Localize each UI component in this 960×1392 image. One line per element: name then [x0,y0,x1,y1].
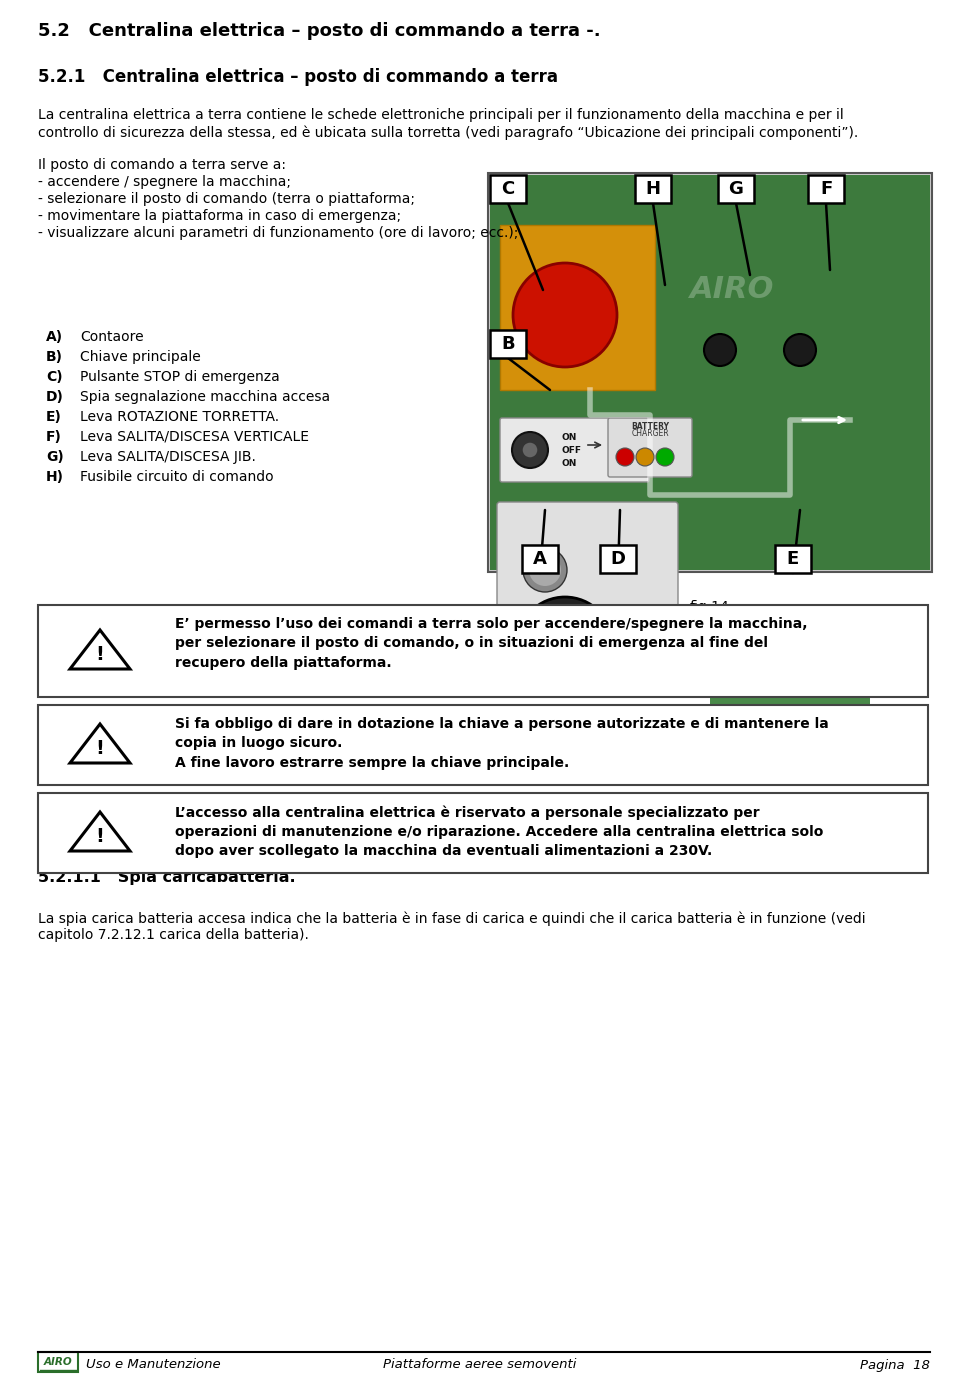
Bar [522,546,558,574]
Text: Pagina  18: Pagina 18 [860,1359,930,1371]
Text: ▲: ▲ [541,561,548,571]
Text: G): G) [46,450,63,464]
Text: A: A [533,550,547,568]
Text: La spia carica batteria accesa indica che la batteria è in fase di carica e quin: La spia carica batteria accesa indica ch… [38,912,866,927]
Text: Si fa obbligo di dare in dotazione la chiave a persone autorizzate e di mantener: Si fa obbligo di dare in dotazione la ch… [175,717,828,770]
Text: C: C [501,180,515,198]
Bar [500,226,655,390]
Circle shape [517,597,613,693]
Bar [600,546,636,574]
Text: - movimentare la piattaforma in caso di emergenza;: - movimentare la piattaforma in caso di … [38,209,401,223]
Text: - selezionare il posto di comando (terra o piattaforma;: - selezionare il posto di comando (terra… [38,192,415,206]
Text: ON: ON [562,459,577,468]
Text: B: B [501,335,515,354]
Circle shape [527,607,603,683]
Polygon shape [70,631,130,670]
Bar [490,175,526,203]
Text: Leva SALITA/DISCESA VERTICALE: Leva SALITA/DISCESA VERTICALE [80,430,309,444]
Bar [808,175,844,203]
Circle shape [513,263,617,367]
Text: Leva ROTAZIONE TORRETTA.: Leva ROTAZIONE TORRETTA. [80,411,279,425]
Text: Chiave principale: Chiave principale [80,349,201,363]
Text: !: ! [96,827,105,845]
Bar [38,1352,78,1373]
Text: Piattaforme aeree semoventi: Piattaforme aeree semoventi [383,1359,577,1371]
Circle shape [616,448,634,466]
Text: 5.2.1   Centralina elettrica – posto di commando a terra: 5.2.1 Centralina elettrica – posto di co… [38,68,558,86]
Circle shape [647,638,663,653]
Text: AIRO: AIRO [43,1357,72,1367]
Text: ON: ON [646,619,664,631]
Bar [38,704,928,785]
Text: Contaore: Contaore [80,330,144,344]
Polygon shape [70,724,130,763]
Circle shape [636,448,654,466]
Circle shape [523,548,567,592]
Bar [38,606,928,697]
Bar [718,175,754,203]
Text: Uso e Manutenzione: Uso e Manutenzione [86,1359,221,1371]
Text: Leva SALITA/DISCESA JIB.: Leva SALITA/DISCESA JIB. [80,450,256,464]
Bar [490,330,526,358]
Bar [490,175,930,569]
Text: BATTERY: BATTERY [631,422,669,432]
Text: Spia segnalazione macchina accesa: Spia segnalazione macchina accesa [80,390,330,404]
Text: Fusibile circuito di comando: Fusibile circuito di comando [80,470,274,484]
Bar [635,175,671,203]
FancyBboxPatch shape [497,503,678,618]
Text: CHARGER: CHARGER [631,429,669,438]
Text: A): A) [46,330,63,344]
Text: F): F) [46,430,61,444]
Text: Pulsante STOP di emergenza: Pulsante STOP di emergenza [80,370,279,384]
Text: H: H [645,180,660,198]
Circle shape [812,617,848,653]
Text: C): C) [46,370,62,384]
Circle shape [656,448,674,466]
Bar [38,793,928,873]
FancyBboxPatch shape [608,418,692,477]
Text: H): H) [46,470,64,484]
Text: Il posto di comando a terra serve a:: Il posto di comando a terra serve a: [38,159,286,173]
Text: G: G [729,180,743,198]
Text: 5.2.1.1   Spia caricabatteria.: 5.2.1.1 Spia caricabatteria. [38,870,296,885]
Circle shape [512,432,548,468]
Text: E: E [787,550,799,568]
Polygon shape [70,812,130,851]
Text: D): D) [46,390,64,404]
Text: La centralina elettrica a terra contiene le schede elettroniche principali per i: La centralina elettrica a terra contiene… [38,109,844,122]
Text: controllo di sicurezza della stessa, ed è ubicata sulla torretta (vedi paragrafo: controllo di sicurezza della stessa, ed … [38,125,858,139]
Circle shape [704,334,736,366]
Circle shape [522,443,538,458]
Text: 5.2   Centralina elettrica – posto di commando a terra -.: 5.2 Centralina elettrica – posto di comm… [38,22,601,40]
Text: OFF: OFF [562,445,582,455]
Text: E): E) [46,411,61,425]
Circle shape [784,334,816,366]
Text: E’ permesso l’uso dei comandi a terra solo per accendere/spegnere la macchina,
p: E’ permesso l’uso dei comandi a terra so… [175,617,807,670]
Text: capitolo 7.2.12.1 carica della batteria).: capitolo 7.2.12.1 carica della batteria)… [38,928,309,942]
Text: B): B) [46,349,63,363]
Bar [488,173,932,572]
Text: - visualizzare alcuni parametri di funzionamento (ore di lavoro; ecc.);: - visualizzare alcuni parametri di funzi… [38,226,518,239]
Text: fig.14: fig.14 [690,600,730,614]
Text: F: F [820,180,832,198]
Text: D: D [611,550,626,568]
Bar [775,546,811,574]
Bar [710,635,870,715]
Text: !: ! [96,739,105,757]
Text: - accendere / spegnere la macchina;: - accendere / spegnere la macchina; [38,175,291,189]
FancyBboxPatch shape [500,418,649,482]
Text: L’accesso alla centralina elettrica è riservato a personale specializzato per
op: L’accesso alla centralina elettrica è ri… [175,805,824,859]
Text: !: ! [96,644,105,664]
Circle shape [529,554,561,586]
Text: AIRO: AIRO [690,276,775,303]
Text: ON: ON [562,433,577,443]
